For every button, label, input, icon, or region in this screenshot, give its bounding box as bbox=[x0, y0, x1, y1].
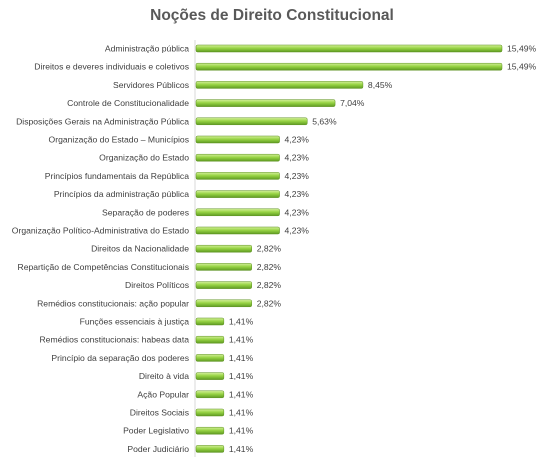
bar bbox=[195, 117, 308, 126]
bar bbox=[195, 135, 280, 144]
data-label: 4,23% bbox=[285, 189, 310, 199]
bar bbox=[195, 317, 225, 326]
data-label: 1,41% bbox=[229, 371, 254, 381]
category-label: Direitos Políticos bbox=[125, 280, 189, 290]
data-label: 15,49% bbox=[507, 44, 537, 54]
category-label: Repartição de Competências Constituciona… bbox=[18, 262, 190, 272]
data-label: 4,23% bbox=[285, 135, 310, 145]
category-label: Ação Popular bbox=[137, 389, 189, 399]
data-label: 4,23% bbox=[285, 153, 310, 163]
category-label: Disposições Gerais na Administração Públ… bbox=[16, 116, 189, 126]
category-label: Direitos Sociais bbox=[130, 408, 189, 418]
data-label: 1,41% bbox=[229, 444, 254, 454]
category-label: Poder Legislativo bbox=[123, 426, 189, 436]
bar bbox=[195, 62, 503, 71]
category-label: Princípio da separação dos poderes bbox=[51, 353, 189, 363]
category-label: Organização do Estado bbox=[99, 153, 189, 163]
bar bbox=[195, 244, 252, 253]
bar bbox=[195, 390, 225, 399]
bar bbox=[195, 426, 225, 435]
bar bbox=[195, 281, 252, 289]
data-label: 4,23% bbox=[285, 207, 310, 217]
category-label: Princípios fundamentais da República bbox=[45, 171, 189, 181]
category-label: Direitos da Nacionalidade bbox=[91, 244, 189, 254]
data-label: 4,23% bbox=[285, 226, 310, 236]
bar bbox=[195, 408, 225, 417]
bar bbox=[195, 299, 252, 308]
data-label: 1,41% bbox=[229, 389, 254, 399]
category-label: Direito à vida bbox=[139, 371, 189, 381]
category-label: Administração pública bbox=[105, 44, 189, 54]
bar bbox=[195, 190, 280, 198]
data-label: 4,23% bbox=[285, 171, 310, 181]
bar bbox=[195, 335, 225, 344]
category-label: Funções essenciais à justiça bbox=[80, 317, 190, 327]
chart-title: Noções de Direito Constitucional bbox=[150, 7, 394, 24]
category-label: Organização Político-Administrativa do E… bbox=[12, 226, 189, 236]
data-label: 5,63% bbox=[312, 116, 337, 126]
bar bbox=[195, 153, 280, 162]
bar bbox=[195, 354, 225, 362]
bar bbox=[195, 372, 225, 380]
data-label: 1,41% bbox=[229, 353, 254, 363]
category-label: Remédios constitucionais: ação popular bbox=[37, 298, 189, 308]
data-label: 1,41% bbox=[229, 408, 254, 418]
data-label: 7,04% bbox=[340, 98, 365, 108]
data-label: 1,41% bbox=[229, 335, 254, 345]
data-label: 1,41% bbox=[229, 426, 254, 436]
data-label: 8,45% bbox=[368, 80, 393, 90]
bar bbox=[195, 445, 225, 453]
category-label: Servidores Públicos bbox=[113, 80, 189, 90]
bar bbox=[195, 226, 280, 235]
bar bbox=[195, 172, 280, 180]
category-label: Remédios constitucionais: habeas data bbox=[39, 335, 189, 345]
data-label: 2,82% bbox=[257, 244, 282, 254]
category-label: Poder Judiciário bbox=[127, 444, 189, 454]
category-label: Separação de poderes bbox=[102, 207, 189, 217]
bar bbox=[195, 81, 364, 89]
data-label: 2,82% bbox=[257, 262, 282, 272]
category-label: Direitos e deveres individuais e coletiv… bbox=[34, 62, 189, 72]
data-label: 1,41% bbox=[229, 317, 254, 327]
data-label: 2,82% bbox=[257, 280, 282, 290]
category-label: Organização do Estado – Municípios bbox=[49, 135, 189, 145]
bar bbox=[195, 44, 503, 53]
category-label: Controle de Constitucionalidade bbox=[67, 98, 189, 108]
data-label: 15,49% bbox=[507, 62, 537, 72]
category-label: Princípios da administração pública bbox=[54, 189, 189, 199]
data-label: 2,82% bbox=[257, 298, 282, 308]
bar bbox=[195, 263, 252, 271]
bar bbox=[195, 99, 336, 107]
bar bbox=[195, 208, 280, 217]
